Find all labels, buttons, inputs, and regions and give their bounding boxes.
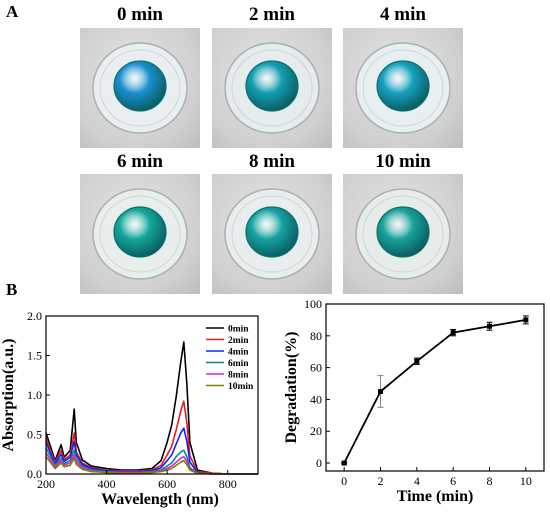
x-tick-label: 600: [158, 477, 176, 491]
droplet-photo: [80, 174, 200, 294]
x-tick-label: 4: [414, 474, 420, 488]
droplet-photo: [80, 28, 200, 148]
photo-title: 10 min: [375, 151, 431, 172]
x-axis-label: Time (min): [397, 488, 474, 505]
y-tick-label: 20: [310, 424, 322, 438]
x-tick-label: 400: [98, 477, 116, 491]
legend-label: 8min: [228, 371, 249, 381]
x-tick-label: 6: [450, 474, 456, 488]
y-tick-label: 80: [310, 329, 322, 343]
y-tick-label: 60: [310, 361, 322, 375]
x-tick-label: 10: [520, 474, 532, 488]
y-axis-label: Degradation(%): [283, 332, 300, 444]
spectrum-line-4min: [45, 427, 258, 475]
y-tick-label: 0: [316, 456, 322, 470]
data-point: [378, 388, 383, 394]
photo-title: 2 min: [249, 4, 295, 25]
degradation-line: [343, 319, 526, 464]
data-point: [523, 317, 529, 323]
y-tick-label: 0.5: [27, 428, 42, 442]
panel-label-b: B: [6, 280, 18, 299]
spectrum-line-2min: [45, 400, 258, 475]
y-tick-label: 2.0: [27, 309, 42, 323]
spectrum-line-6min: [45, 447, 258, 475]
legend-label: 10min: [228, 382, 254, 392]
x-axis-label: Wavelength (nm): [101, 491, 219, 508]
data-point: [450, 330, 456, 336]
legend-label: 0min: [228, 325, 249, 335]
legend-label: 2min: [228, 336, 249, 346]
x-tick-label: 0: [341, 474, 347, 488]
droplet-photo: [343, 28, 463, 148]
y-tick-label: 0.0: [27, 467, 42, 481]
data-point: [414, 358, 420, 364]
plot-frame: [325, 303, 545, 472]
x-tick-label: 2: [378, 474, 384, 488]
photo-title: 6 min: [117, 151, 163, 172]
spectrum-line-8min: [45, 452, 258, 475]
plot-frame: [45, 315, 259, 475]
x-tick-label: 800: [219, 477, 237, 491]
y-tick-label: 1.0: [27, 388, 42, 402]
spectrum-line-10min: [45, 456, 258, 475]
data-point: [341, 460, 347, 466]
panel-label-a: A: [6, 2, 19, 21]
spectrum-line-0min: [45, 341, 258, 475]
photo-title: 0 min: [117, 4, 163, 25]
photo-title: 4 min: [380, 4, 426, 25]
y-tick-label: 40: [310, 392, 322, 406]
legend-label: 4min: [228, 348, 249, 358]
y-tick-label: 100: [304, 297, 322, 311]
droplet-photo: [212, 28, 332, 148]
y-axis-label: Absorption(a.u.): [0, 339, 17, 452]
x-tick-label: 200: [37, 477, 55, 491]
photo-title: 8 min: [249, 151, 295, 172]
droplet-photo: [343, 174, 463, 294]
y-tick-label: 1.5: [27, 349, 42, 363]
legend-label: 6min: [228, 359, 249, 369]
droplet-photo: [212, 174, 332, 294]
data-point: [487, 323, 492, 329]
x-tick-label: 8: [487, 474, 493, 488]
